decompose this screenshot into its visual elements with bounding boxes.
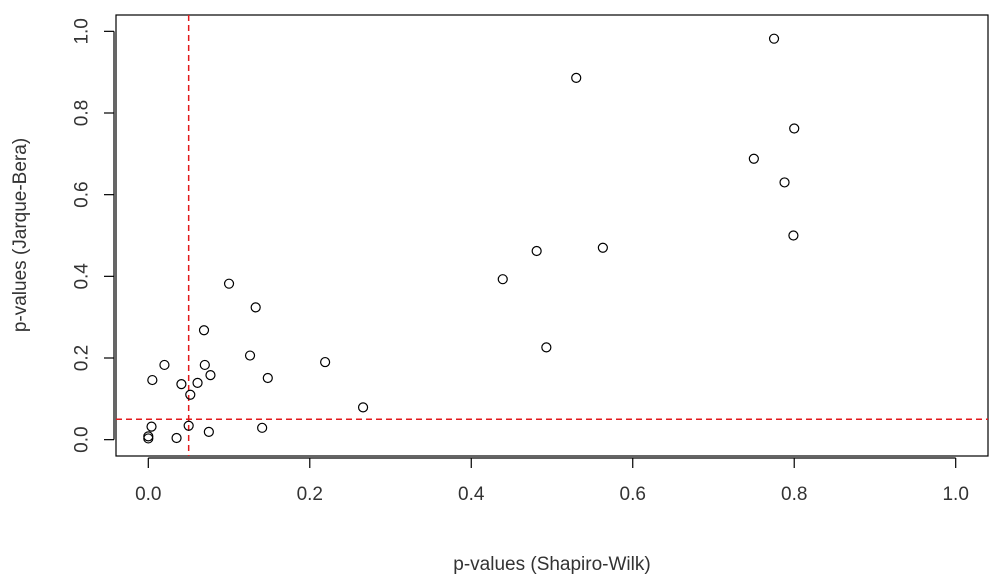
y-tick-label: 0.6 bbox=[72, 181, 93, 207]
x-tick-label: 0.8 bbox=[781, 484, 807, 505]
data-point bbox=[143, 433, 154, 444]
data-point bbox=[541, 342, 552, 353]
y-tick-label: 1.0 bbox=[72, 18, 93, 44]
data-point bbox=[147, 374, 158, 386]
data-point bbox=[571, 72, 582, 83]
data-point bbox=[597, 242, 608, 253]
data-point bbox=[198, 325, 210, 336]
data-point bbox=[244, 350, 256, 361]
data-point bbox=[183, 420, 194, 431]
data-point bbox=[531, 245, 542, 257]
data-point bbox=[257, 422, 268, 433]
x-tick-label: 0.4 bbox=[458, 484, 485, 505]
x-tick-label: 0.0 bbox=[135, 484, 161, 505]
reference-lines bbox=[116, 15, 988, 456]
y-tick-label: 0.4 bbox=[72, 263, 93, 290]
data-point bbox=[205, 370, 216, 381]
data-point bbox=[223, 278, 235, 289]
data-point bbox=[779, 177, 790, 188]
data-point bbox=[146, 421, 157, 432]
data-point bbox=[262, 372, 273, 384]
data-point bbox=[250, 302, 261, 313]
data-point bbox=[203, 426, 214, 438]
x-tick-label: 0.2 bbox=[297, 484, 323, 505]
y-tick-label: 0.8 bbox=[72, 100, 93, 126]
data-point bbox=[789, 123, 800, 134]
plot-frame bbox=[115, 14, 989, 457]
data-point bbox=[788, 230, 799, 241]
data-point bbox=[357, 402, 369, 413]
data-point bbox=[748, 153, 759, 164]
x-axis-label: p-values (Shapiro-Wilk) bbox=[453, 554, 650, 575]
data-points bbox=[143, 33, 800, 444]
data-point bbox=[143, 431, 154, 442]
y-axis-label: p-values (Jarque-Bera) bbox=[10, 138, 31, 332]
y-axis: 0.0 0.2 0.4 0.6 0.8 1.0 bbox=[72, 18, 115, 453]
x-tick-label: 1.0 bbox=[942, 484, 968, 505]
data-point bbox=[185, 389, 196, 400]
data-point bbox=[159, 359, 170, 371]
data-point bbox=[192, 377, 203, 389]
data-point bbox=[320, 356, 331, 368]
data-point bbox=[768, 33, 780, 44]
data-point bbox=[497, 274, 508, 285]
data-point bbox=[176, 379, 187, 390]
x-tick-label: 0.6 bbox=[620, 484, 646, 505]
data-point bbox=[171, 432, 182, 444]
data-point bbox=[199, 359, 210, 371]
y-tick-label: 0.2 bbox=[72, 345, 93, 371]
y-tick-label: 0.0 bbox=[72, 426, 93, 452]
x-axis: 0.0 0.2 0.4 0.6 0.8 1.0 bbox=[135, 457, 969, 505]
